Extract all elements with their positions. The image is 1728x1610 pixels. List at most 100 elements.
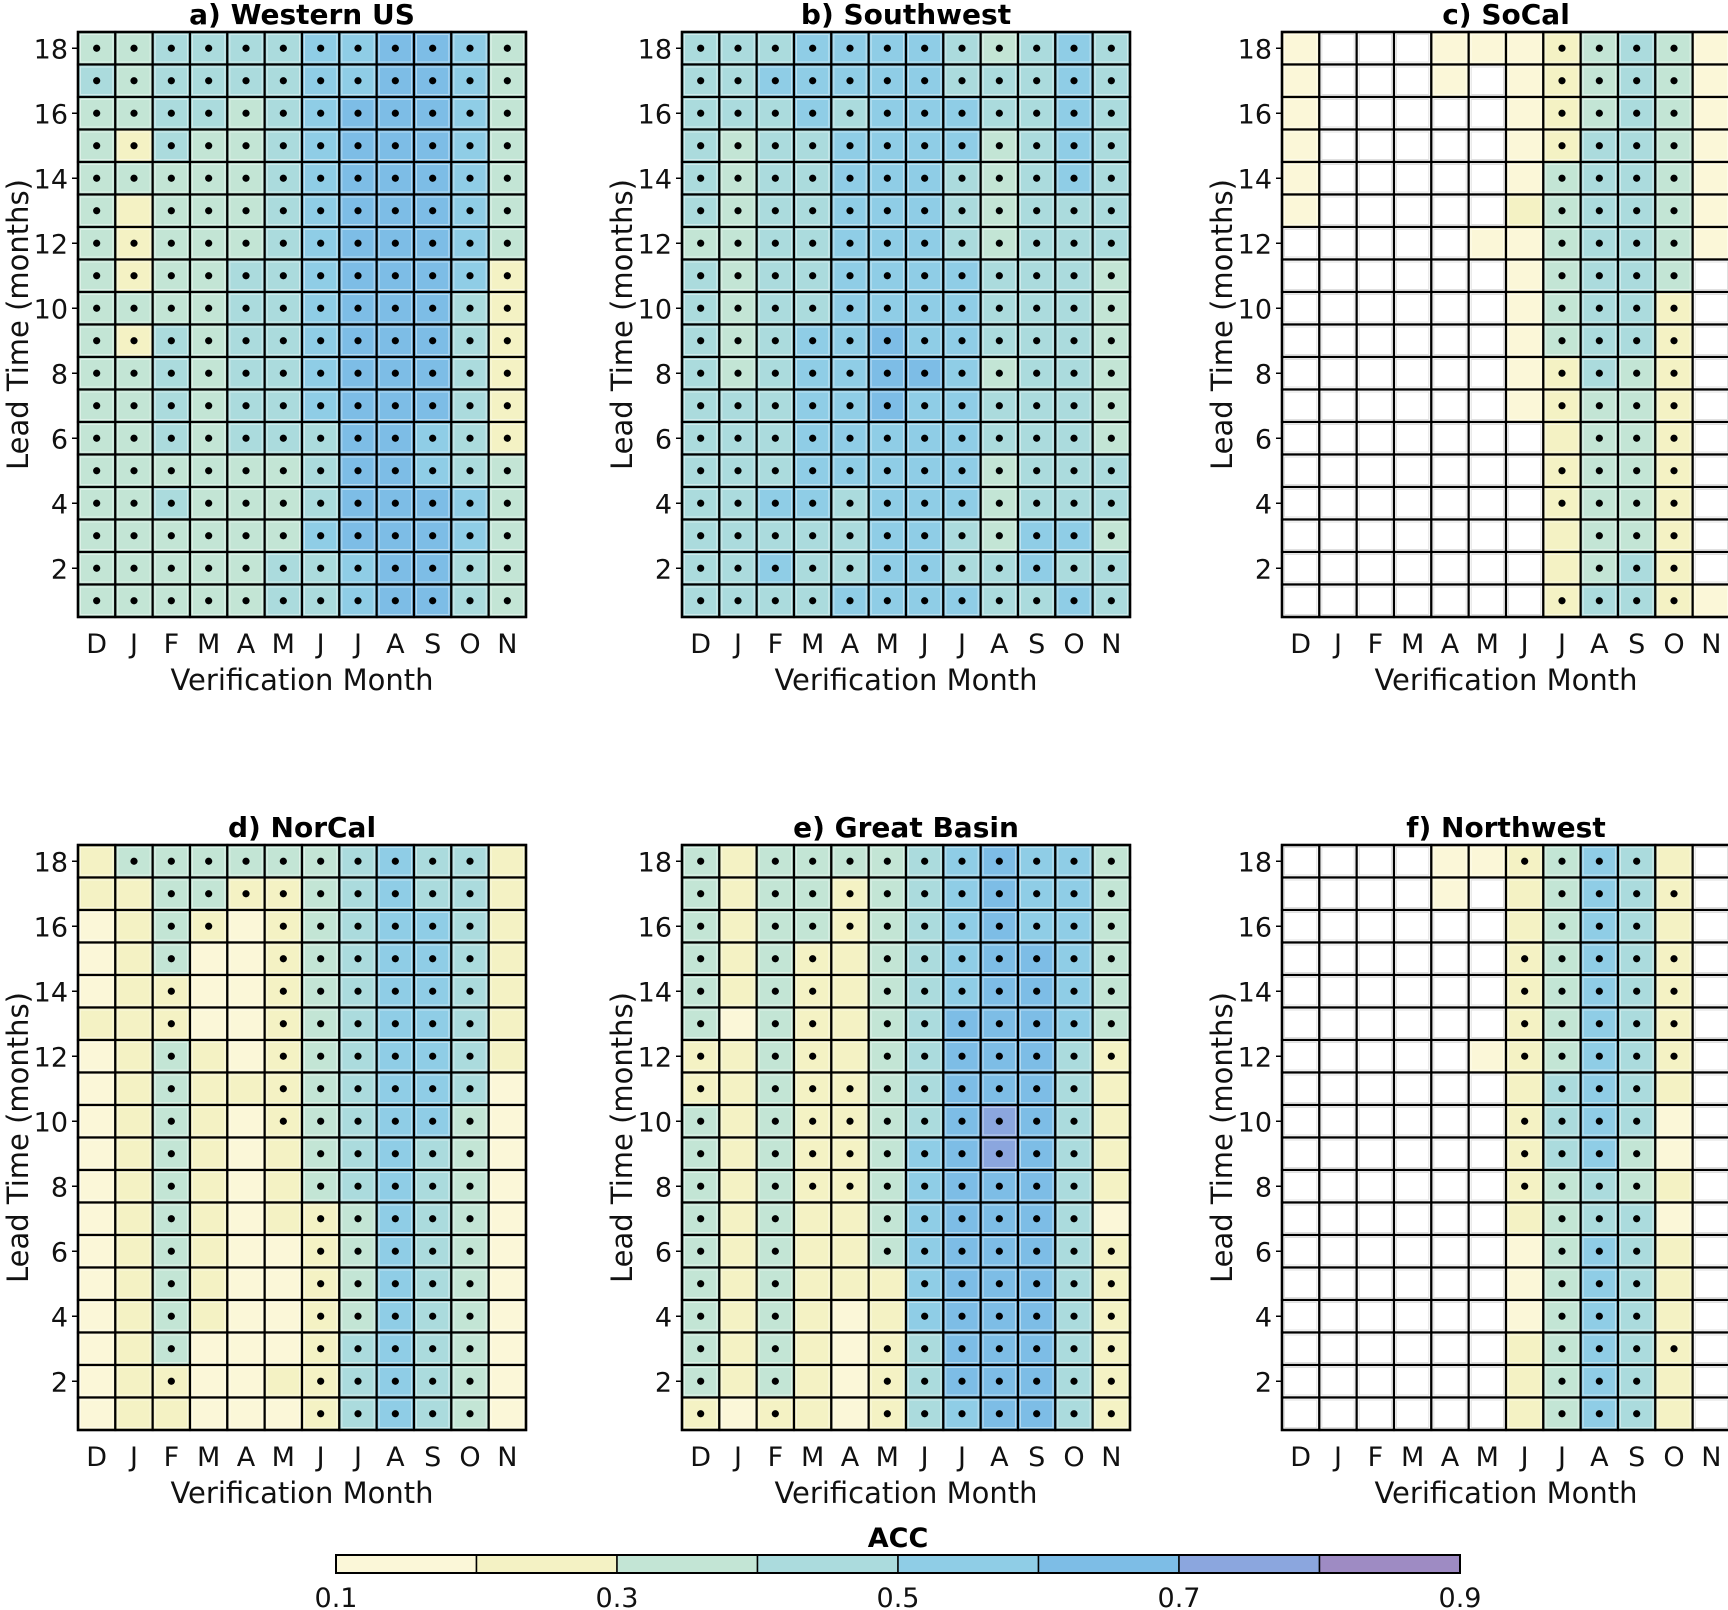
cell-inner-edge — [1657, 1204, 1691, 1233]
significance-dot — [205, 304, 213, 312]
heatmap-cell — [1280, 30, 1321, 66]
cell-inner-edge — [1396, 944, 1430, 973]
cell-inner-edge — [1396, 489, 1430, 518]
significance-dot — [1558, 77, 1566, 85]
cell-inner-edge — [117, 489, 151, 518]
significance-dot — [995, 1052, 1003, 1060]
significance-dot — [1558, 1312, 1566, 1320]
significance-dot — [1670, 142, 1678, 150]
significance-dot — [883, 1345, 891, 1353]
cell-inner-edge — [1433, 229, 1467, 258]
significance-dot — [1521, 987, 1529, 995]
significance-dot — [429, 337, 437, 345]
cell-inner-edge — [1284, 294, 1318, 323]
cell-inner-edge — [1545, 99, 1579, 128]
significance-dot — [1558, 1377, 1566, 1385]
heatmap-cell — [1016, 1266, 1057, 1302]
cell-inner-edge — [1321, 879, 1355, 908]
cell-inner-edge — [1094, 1139, 1128, 1168]
heatmap-cell — [1504, 550, 1545, 586]
significance-dot — [883, 369, 891, 377]
cell-inner-edge — [1508, 1237, 1542, 1266]
cell-inner-edge — [453, 261, 487, 290]
cell-inner-edge — [154, 1237, 189, 1266]
cell-inner-edge — [796, 1172, 830, 1201]
cell-inner-edge — [1508, 1399, 1542, 1428]
significance-dot — [846, 434, 854, 442]
cell-inner-edge — [982, 359, 1017, 388]
heatmap-cell — [1355, 95, 1396, 131]
x-tick-label: A — [1441, 629, 1460, 660]
significance-dot — [1558, 1215, 1566, 1223]
cell-inner-edge — [1057, 944, 1091, 973]
cell-inner-edge — [80, 196, 114, 225]
cell-inner-edge — [1358, 164, 1392, 193]
panel-frame — [1280, 843, 1728, 1432]
cell-inner-edge — [721, 164, 755, 193]
x-tick-label: M — [197, 1442, 220, 1473]
cell-inner-edge — [1470, 326, 1504, 355]
heatmap-cell — [718, 908, 758, 944]
cell-inner-edge — [1433, 1204, 1467, 1233]
cell-inner-edge — [80, 554, 114, 583]
significance-dot — [279, 369, 287, 377]
significance-dot — [167, 1280, 175, 1288]
heatmap-cell — [1280, 160, 1321, 196]
cell-inner-edge — [982, 944, 1017, 973]
significance-dot — [1670, 337, 1678, 345]
cell-inner-edge — [192, 1334, 226, 1363]
significance-dot — [995, 564, 1003, 572]
cell-inner-edge — [1284, 424, 1318, 453]
heatmap-cell — [1430, 1201, 1470, 1237]
cell-inner-edge — [490, 1107, 524, 1136]
significance-dot — [242, 207, 250, 215]
significance-dot — [167, 1182, 175, 1190]
cell-inner-edge — [378, 424, 412, 453]
significance-dot — [279, 532, 287, 540]
cell-inner-edge — [1284, 977, 1318, 1006]
cell-inner-edge — [1620, 1009, 1654, 1038]
cell-inner-edge — [1582, 196, 1616, 225]
heatmap-cell — [718, 1038, 758, 1074]
cell-inner-edge — [416, 977, 450, 1006]
cell-inner-edge — [192, 912, 226, 941]
cell-inner-edge — [1358, 66, 1392, 95]
significance-dot — [167, 1215, 175, 1223]
cell-inner-edge — [192, 847, 226, 876]
heatmap-cell — [1504, 95, 1545, 131]
cell-inner-edge — [1657, 1009, 1691, 1038]
significance-dot — [429, 890, 437, 898]
cell-inner-edge — [684, 261, 718, 290]
x-tick-label: F — [768, 1442, 784, 1473]
cell-inner-edge — [416, 456, 450, 485]
cell-inner-edge — [1545, 1074, 1579, 1103]
cell-inner-edge — [1057, 34, 1091, 63]
cell-inner-edge — [192, 66, 226, 95]
cell-inner-edge — [1508, 1269, 1542, 1298]
cell-inner-edge — [341, 456, 375, 485]
cell-inner-edge — [982, 326, 1017, 355]
heatmap-cell — [718, 1298, 758, 1334]
significance-dot — [958, 1312, 966, 1320]
significance-dot — [242, 174, 250, 182]
heatmap-cell — [487, 1006, 528, 1042]
cell-inner-edge — [684, 326, 718, 355]
significance-dot — [1558, 1345, 1566, 1353]
heatmap-cell — [487, 1168, 528, 1204]
cell-inner-edge — [1020, 1107, 1054, 1136]
significance-dot — [1595, 1020, 1603, 1028]
cell-inner-edge — [304, 847, 338, 876]
heatmap-cell — [1467, 843, 1508, 879]
significance-dot — [167, 369, 175, 377]
significance-dot — [1521, 1052, 1529, 1060]
significance-dot — [279, 1085, 287, 1093]
cell-inner-edge — [945, 1009, 979, 1038]
heatmap-cell — [1430, 193, 1470, 229]
cell-inner-edge — [1620, 1107, 1654, 1136]
x-tick-label: A — [237, 1442, 256, 1473]
cell-inner-edge — [908, 1139, 942, 1168]
cell-inner-edge — [982, 229, 1017, 258]
x-tick-label: J — [919, 1442, 929, 1473]
cell-inner-edge — [1321, 1139, 1355, 1168]
cell-inner-edge — [684, 1237, 718, 1266]
